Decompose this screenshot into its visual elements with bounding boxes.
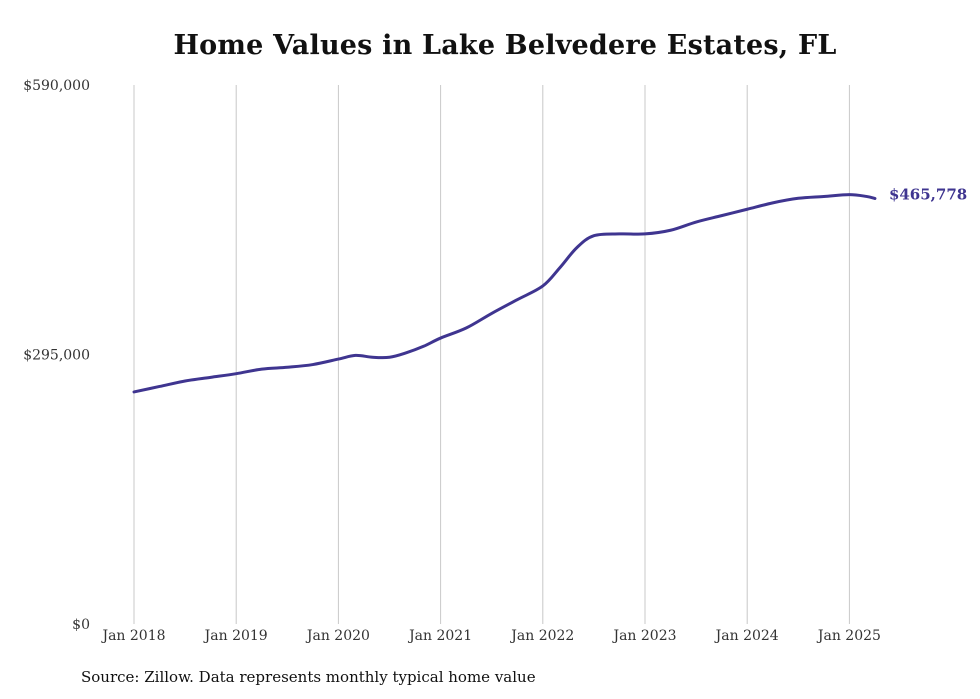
y-tick-label: $590,000 — [23, 78, 90, 94]
x-tick-label: Jan 2024 — [714, 628, 779, 644]
x-tick-label: Jan 2019 — [203, 628, 268, 644]
series-layer — [132, 193, 877, 394]
line-chart: $0$295,000$590,000 Jan 2018 Jan 2019 Jan 2… — [23, 78, 967, 644]
x-tick-label: Jan 2021 — [407, 628, 472, 644]
y-tick-label: $295,000 — [23, 348, 90, 364]
x-axis-ticks: Jan 2018 Jan 2019 Jan 2020 Jan 2021 Jan 2022… — [100, 628, 880, 644]
x-tick-label: Jan 2023 — [611, 628, 676, 644]
source-note: Source: Zillow. Data represents monthly … — [81, 668, 536, 686]
x-tick-label: Jan 2025 — [816, 628, 881, 644]
y-axis-ticks: $0 $295,000 $590,000 — [23, 78, 90, 633]
gridlines — [133, 85, 850, 624]
y-tick-label: $0 — [72, 617, 90, 633]
x-tick-label: Jan 2020 — [305, 628, 370, 644]
x-tick-label: Jan 2022 — [509, 628, 574, 644]
end-label-layer: $465,778 — [889, 185, 967, 203]
chart-title: Home Values in Lake Belvedere Estates, F… — [173, 30, 837, 61]
series-line-0 — [132, 193, 877, 394]
end-value-label: $465,778 — [889, 185, 967, 203]
x-tick-label: Jan 2018 — [100, 628, 165, 644]
